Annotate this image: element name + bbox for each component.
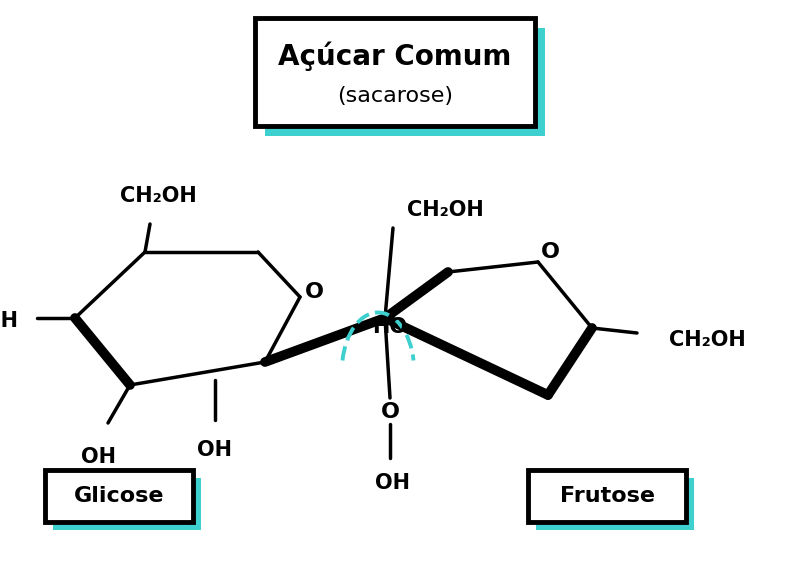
Text: HO: HO [373,317,407,337]
Text: Açúcar Comum: Açúcar Comum [278,41,512,70]
Bar [536,478,694,530]
Text: OH: OH [81,447,115,467]
Text: (sacarose): (sacarose) [337,86,453,106]
Text: Frutose: Frutose [559,486,654,506]
Text: OH: OH [198,440,233,460]
Text: O: O [305,282,323,302]
Bar [45,470,193,522]
Text: CH₂OH: CH₂OH [120,186,196,206]
Bar [53,478,201,530]
Text: OH: OH [375,473,410,493]
Text: CH₂OH: CH₂OH [406,200,483,220]
Bar [528,470,686,522]
Text: O: O [541,242,559,262]
Bar [255,18,535,126]
Bar [265,28,545,136]
Text: Glicose: Glicose [74,486,164,506]
Text: CH₂OH: CH₂OH [669,330,746,350]
Text: OH: OH [0,311,18,331]
Text: O: O [381,402,399,422]
